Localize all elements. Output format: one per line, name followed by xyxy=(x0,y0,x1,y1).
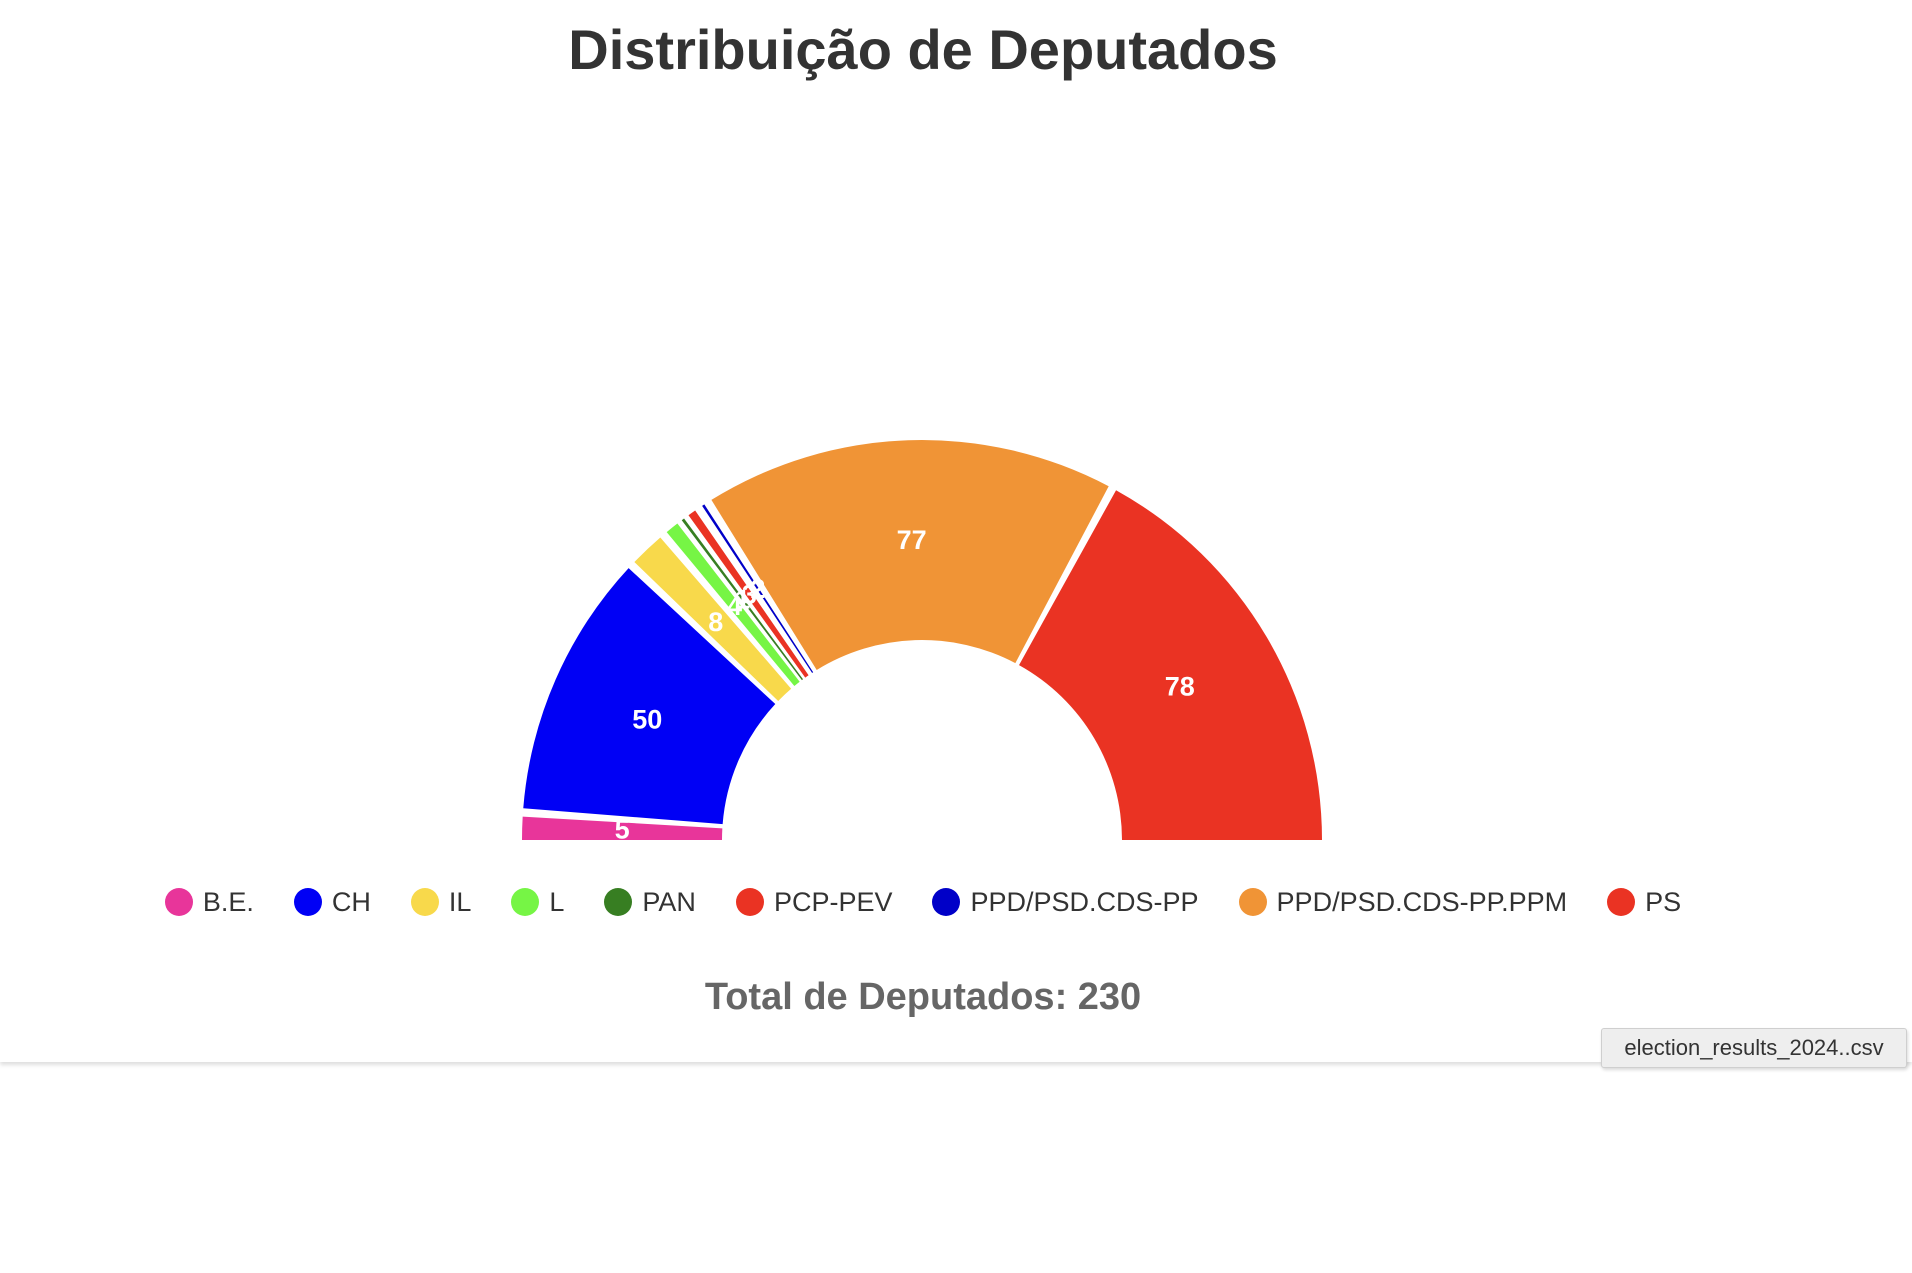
legend-swatch xyxy=(604,888,632,916)
legend-label: PAN xyxy=(642,887,696,918)
legend-label: CH xyxy=(332,887,371,918)
legend-label: PCP-PEV xyxy=(774,887,893,918)
legend-item-ppd-psd-cds-pp[interactable]: PPD/PSD.CDS-PP xyxy=(932,887,1198,918)
legend-swatch xyxy=(736,888,764,916)
legend-swatch xyxy=(1607,888,1635,916)
legend-item-il[interactable]: IL xyxy=(411,887,472,918)
segment-label-ps: 78 xyxy=(1165,671,1195,701)
chart-segments xyxy=(522,440,1322,840)
segment-label-ppd-psd-cds-pp-ppm: 77 xyxy=(897,525,927,555)
segment-label-il: 8 xyxy=(708,607,723,637)
legend-swatch xyxy=(411,888,439,916)
segment-label-ppd-psd-cds-pp: 2 xyxy=(750,574,765,604)
legend-label: L xyxy=(549,887,564,918)
total-deputies: Total de Deputados: 230 xyxy=(0,976,1846,1019)
file-name-tooltip: election_results_2024..csv xyxy=(1601,1028,1907,1068)
legend-item-pan[interactable]: PAN xyxy=(604,887,696,918)
legend-item-ps[interactable]: PS xyxy=(1607,887,1681,918)
legend-label: PPD/PSD.CDS-PP xyxy=(970,887,1198,918)
legend-label: IL xyxy=(449,887,472,918)
legend-item-l[interactable]: L xyxy=(511,887,564,918)
legend-label: PPD/PSD.CDS-PP.PPM xyxy=(1277,887,1568,918)
legend-swatch xyxy=(932,888,960,916)
segment-label-b-e-: 5 xyxy=(615,815,630,845)
legend-label: PS xyxy=(1645,887,1681,918)
legend-label: B.E. xyxy=(203,887,254,918)
legend-swatch xyxy=(1239,888,1267,916)
legend-swatch xyxy=(294,888,322,916)
chart-legend: B.E. CH IL L PAN PCP-PEV PPD/PSD.CDS-PP PPD/PSD… xyxy=(0,882,1846,922)
legend-swatch xyxy=(165,888,193,916)
legend-item-pcp-pev[interactable]: PCP-PEV xyxy=(736,887,893,918)
legend-item-b-e-[interactable]: B.E. xyxy=(165,887,254,918)
legend-item-ch[interactable]: CH xyxy=(294,887,371,918)
legend-swatch xyxy=(511,888,539,916)
legend-item-ppd-psd-cds-pp-ppm[interactable]: PPD/PSD.CDS-PP.PPM xyxy=(1239,887,1568,918)
segment-label-ch: 50 xyxy=(632,704,662,734)
chart-card: Distribuição de Deputados 5 50 8 4 1 3 2 77 78 B… xyxy=(0,0,1912,1062)
